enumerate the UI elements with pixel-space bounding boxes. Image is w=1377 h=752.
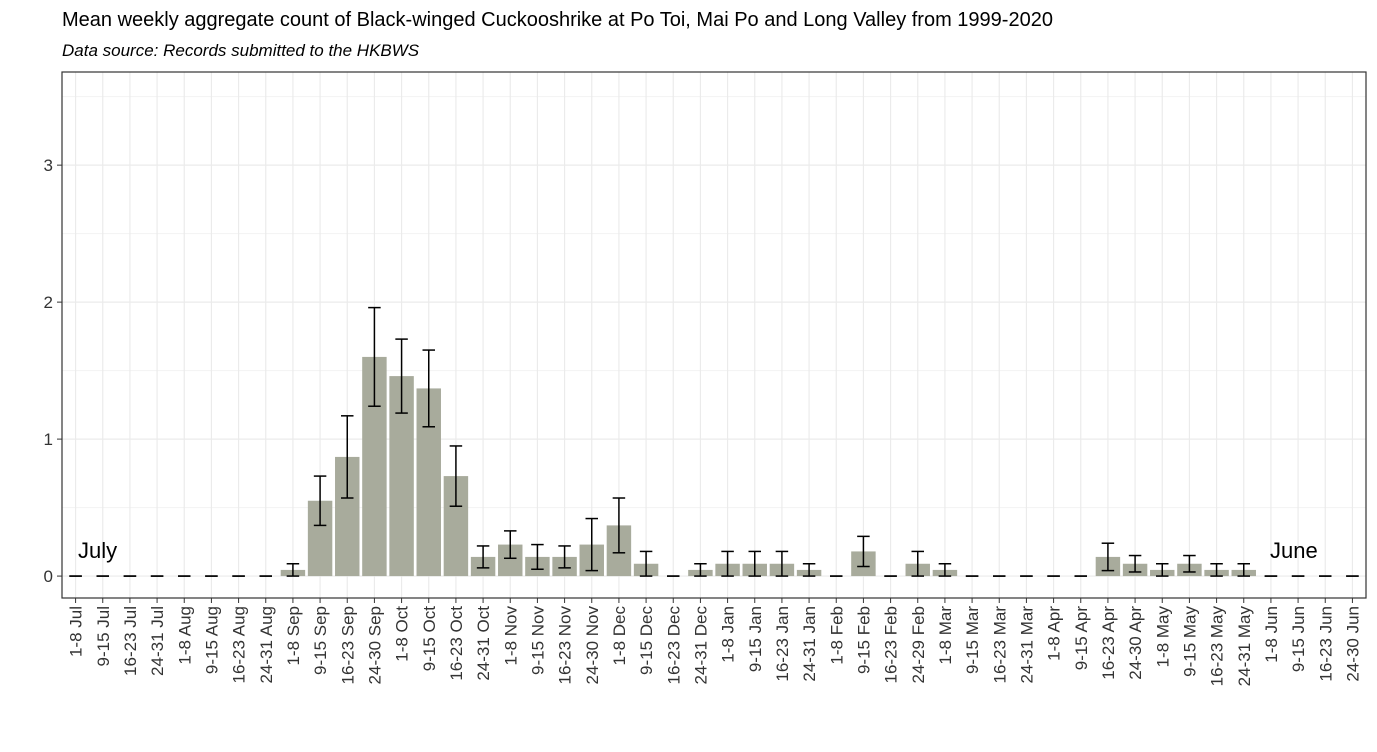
- x-tick-label: 1-8 Jan: [719, 606, 738, 663]
- x-tick-label: 9-15 Dec: [637, 606, 656, 675]
- x-tick-label: 16-23 Jan: [773, 606, 792, 682]
- y-tick-label: 0: [44, 567, 53, 586]
- x-tick-label: 16-23 Mar: [990, 606, 1009, 684]
- x-tick-label: 16-23 Dec: [664, 606, 683, 685]
- plot-area: 0 1 2 3 1-8 Jul 9-15 Jul 16-23 Jul 24-31 Jul 1-8…: [44, 71, 1367, 687]
- x-tick-label: 9-15 May: [1180, 606, 1199, 677]
- x-tick-label: 9-15 Apr: [1072, 606, 1091, 671]
- x-tick-label: 1-8 Jul: [67, 606, 86, 657]
- error-bar: [449, 445, 463, 507]
- error-bar: [368, 306, 381, 407]
- x-tick-label: 9-15 Aug: [202, 606, 221, 674]
- plot-border: [61, 71, 1367, 599]
- error-bar: [639, 550, 653, 577]
- error-bar: [857, 535, 870, 568]
- error-bar: [558, 545, 571, 569]
- x-tick-label: 9-15 Nov: [528, 606, 547, 675]
- x-tick-label: 24-31 Mar: [1017, 606, 1036, 684]
- error-bar: [802, 563, 816, 577]
- x-tick-label: 1-8 Jun: [1262, 606, 1281, 663]
- error-bar: [422, 349, 435, 428]
- y-tick-label: 3: [44, 156, 53, 175]
- error-bar: [1101, 542, 1115, 572]
- x-tick-label: 1-8 Feb: [827, 606, 846, 665]
- x-tick-label: 24-31 May: [1235, 606, 1254, 687]
- x-tick-label: 24-30 Apr: [1126, 606, 1145, 680]
- y-tick-label: 1: [44, 430, 53, 449]
- x-tick-label: 16-23 Feb: [882, 606, 901, 684]
- x-tick-label: 16-23 Nov: [556, 606, 575, 685]
- error-bar: [1210, 563, 1223, 577]
- annotation: July: [78, 538, 117, 563]
- x-tick-label: 1-8 Nov: [501, 606, 520, 666]
- x-tick-label: 24-29 Feb: [909, 606, 928, 684]
- chart-subtitle: Data source: Records submitted to the HK…: [62, 41, 420, 60]
- x-tick-label: 1-8 Apr: [1045, 606, 1064, 661]
- error-bar: [313, 475, 327, 527]
- chart-title: Mean weekly aggregate count of Black-win…: [62, 9, 1053, 31]
- x-tick-label: 9-15 Sep: [311, 606, 330, 675]
- x-tick-label: 24-30 Sep: [365, 606, 384, 684]
- x-tick-label: 16-23 Apr: [1099, 606, 1118, 680]
- x-tick-label: 1-8 Sep: [284, 606, 303, 666]
- error-bar: [694, 563, 707, 577]
- error-bar: [612, 497, 626, 554]
- x-tick-label: 1-8 Mar: [936, 606, 955, 665]
- x-tick-label: 16-23 Jun: [1316, 606, 1335, 682]
- error-bar: [286, 563, 300, 577]
- x-tick-label: 24-31 Oct: [474, 606, 493, 681]
- annotation: June: [1270, 538, 1318, 563]
- x-tick-label: 24-31 Jul: [148, 606, 167, 676]
- x-tick-label: 24-31 Aug: [257, 606, 276, 684]
- error-bar: [476, 545, 490, 569]
- x-tick-label: 9-15 Feb: [854, 606, 873, 674]
- x-tick-label: 16-23 Aug: [230, 606, 249, 684]
- x-tick-label: 16-23 Sep: [338, 606, 357, 684]
- x-tick-label: 24-30 Nov: [583, 606, 602, 685]
- error-bar: [938, 563, 952, 577]
- error-bar: [775, 550, 789, 577]
- x-tick-label: 1-8 Dec: [610, 606, 629, 666]
- x-tick-label: 1-8 May: [1153, 606, 1172, 668]
- error-bar: [1128, 554, 1142, 573]
- error-bar: [1183, 554, 1196, 573]
- x-tick-label: 16-23 May: [1208, 606, 1227, 687]
- error-bar: [585, 517, 598, 572]
- x-tick-label: 24-31 Jan: [800, 606, 819, 682]
- error-bar: [911, 550, 924, 577]
- error-bar: [531, 543, 544, 570]
- error-bar: [504, 530, 517, 560]
- x-tick-label: 9-15 Mar: [963, 606, 982, 674]
- x-tick-label: 1-8 Oct: [393, 606, 412, 662]
- x-tick-label: 24-30 Jun: [1343, 606, 1362, 682]
- error-bar: [721, 550, 734, 577]
- x-tick-label: 24-31 Dec: [691, 606, 710, 685]
- error-bar: [748, 550, 761, 577]
- y-tick-label: 2: [44, 293, 53, 312]
- x-tick-label: 9-15 Jun: [1289, 606, 1308, 672]
- x-tick-label: 1-8 Aug: [175, 606, 194, 665]
- x-tick-label: 16-23 Jul: [121, 606, 140, 676]
- error-bar: [1237, 563, 1250, 577]
- error-bar: [341, 415, 354, 499]
- x-tick-label: 9-15 Jan: [746, 606, 765, 672]
- x-tick-label: 16-23 Oct: [447, 606, 466, 681]
- error-bar: [395, 338, 408, 414]
- x-tick-label: 9-15 Jul: [94, 606, 113, 666]
- error-bar: [1156, 563, 1169, 577]
- x-tick-label: 9-15 Oct: [420, 606, 439, 671]
